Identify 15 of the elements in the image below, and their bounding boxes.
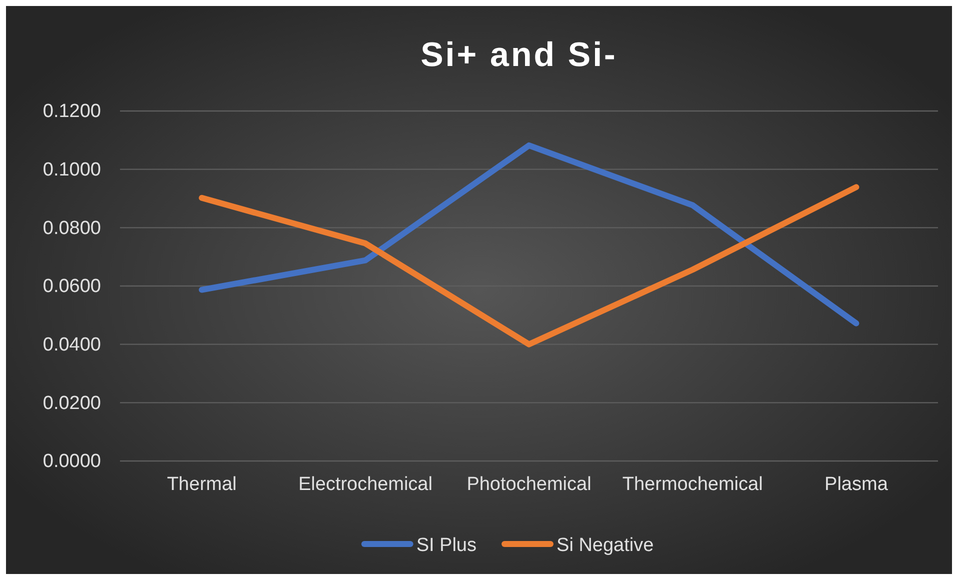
y-tick-label: 0.1200 (42, 101, 101, 122)
y-tick-label: 0.1000 (42, 159, 101, 180)
x-tick-label: Electrochemical (298, 474, 432, 495)
x-tick-label: Photochemical (466, 474, 592, 495)
x-tick-label: Thermal (166, 474, 237, 495)
y-tick-label: 0.0200 (42, 392, 101, 414)
legend-label: Si Negative (556, 535, 654, 556)
y-tick-label: 0.0800 (42, 218, 101, 239)
y-tick-label: 0.0600 (42, 276, 101, 298)
y-tick-label: 0.0400 (42, 334, 101, 356)
x-tick-label: Plasma (824, 474, 888, 495)
chart-title: Si+ and Si- (420, 36, 618, 74)
legend-label: SI Plus (416, 535, 477, 556)
y-tick-label: 0.0000 (42, 451, 101, 472)
x-tick-label: Thermochemical (622, 474, 763, 495)
